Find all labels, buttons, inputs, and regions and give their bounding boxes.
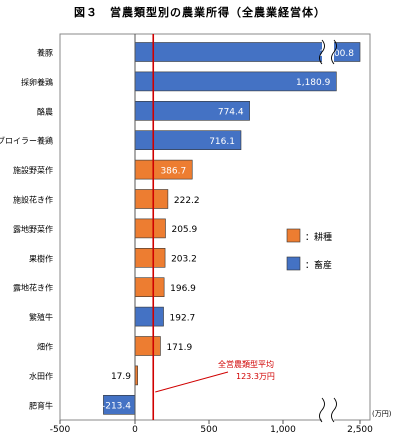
legend-label-1: ：畜産 [305, 259, 332, 271]
category-label-8: 露地花き作 [13, 283, 53, 293]
bar-8 [134, 277, 165, 298]
value-label-9: 192.7 [170, 313, 196, 323]
bar-5 [134, 189, 169, 209]
value-label-7: 203.2 [171, 255, 197, 265]
x-tick-label-0: -500 [50, 425, 71, 434]
axis-break-line-b-bottom [331, 397, 337, 423]
category-label-7: 果樹作 [29, 253, 53, 263]
category-label-10: 畑作 [37, 342, 53, 352]
value-label-8: 196.9 [170, 284, 196, 294]
value-label-6: 205.9 [171, 225, 197, 235]
value-label-10: 171.9 [166, 343, 192, 353]
bar-10 [134, 336, 161, 356]
axis-break-line-a-bottom [319, 397, 325, 423]
average-label-line1: 全営農類型平均 [218, 359, 274, 369]
category-label-4: 施設野菜作 [13, 165, 53, 175]
value-label-11: 17.9 [111, 372, 131, 382]
category-label-5: 施設花き作 [13, 195, 53, 205]
x-tick-label-4: 2,500 [347, 425, 373, 434]
x-axis-unit: (万円) [372, 410, 392, 418]
average-label-line2: 123.3万円 [236, 372, 275, 381]
category-label-1: 採卵養鶏 [21, 77, 53, 87]
x-tick-label-1: 0 [132, 425, 138, 434]
axis-break-line-b-top [331, 39, 337, 65]
legend-swatch-1 [286, 256, 301, 271]
value-label-12: -213.4 [102, 402, 131, 412]
category-label-9: 繁殖牛 [29, 312, 53, 322]
value-label-0: 2,500.8 [320, 49, 355, 59]
category-label-11: 水田作 [29, 371, 53, 381]
plot-frame [59, 33, 371, 421]
value-label-2: 774.4 [218, 108, 244, 118]
axis-break-line-a-top [319, 39, 325, 65]
bar-9 [134, 306, 164, 327]
category-label-6: 露地野菜作 [13, 224, 53, 234]
legend-label-0: ：耕種 [305, 231, 332, 243]
axis-break-gap-top [322, 38, 334, 66]
value-label-5: 222.2 [174, 196, 200, 206]
category-label-2: 酪農 [37, 106, 53, 116]
value-label-4: 386.7 [160, 166, 186, 176]
bar-6 [134, 218, 166, 239]
axis-break-gap-bottom [322, 396, 334, 424]
legend-swatch-0 [286, 228, 301, 243]
average-callout-leader [155, 371, 229, 393]
x-tick-label-3: 1,000 [270, 425, 296, 434]
category-label-3: ブロイラー養鶏 [0, 136, 53, 146]
x-tick-label-2: 500 [200, 425, 217, 434]
chart-title: 図３ 営農類型別の農業所得（全農業経営体） [74, 6, 326, 19]
bar-7 [134, 248, 166, 268]
value-label-3: 716.1 [209, 137, 235, 147]
category-label-12: 肥育牛 [29, 400, 53, 410]
value-label-1: 1,180.9 [296, 78, 331, 88]
category-label-0: 養豚 [37, 48, 53, 58]
